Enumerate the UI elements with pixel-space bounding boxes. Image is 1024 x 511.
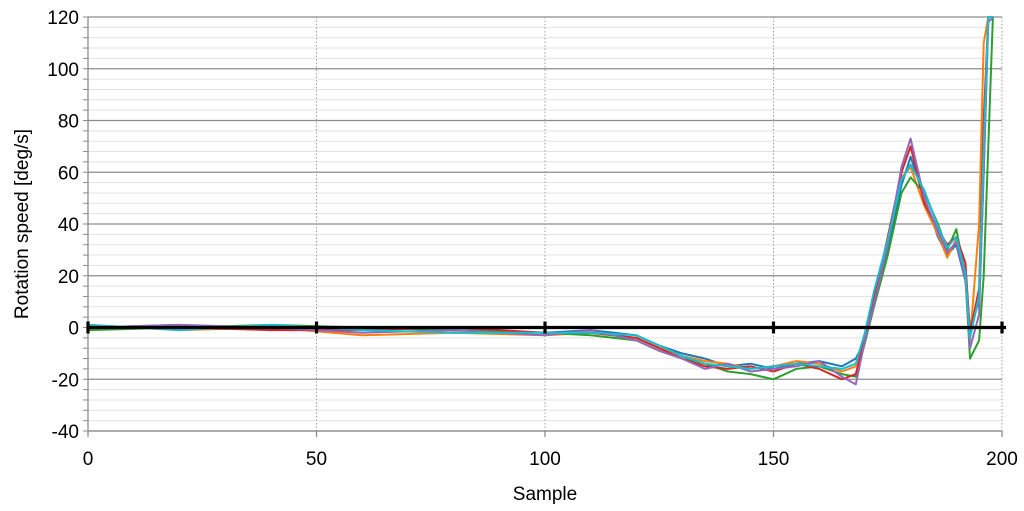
y-axis-title: Rotation speed [deg/s] bbox=[12, 129, 33, 319]
x-tick-label: 0 bbox=[83, 449, 94, 470]
axes bbox=[83, 16, 1006, 437]
y-tick-label: 80 bbox=[58, 112, 79, 133]
x-tick-label: 50 bbox=[306, 449, 327, 470]
series-line-6 bbox=[87, 16, 993, 370]
x-tick-label: 100 bbox=[529, 449, 561, 470]
x-axis-title: Sample bbox=[513, 484, 577, 505]
y-tick-label: 100 bbox=[47, 60, 79, 81]
grid bbox=[88, 16, 1003, 432]
y-tick-label: -20 bbox=[52, 370, 79, 391]
tick-labels: -40 -20 0 20 40 60 80 100 120 0 50 100 150 200 bbox=[47, 8, 1018, 470]
series-line-2 bbox=[87, 16, 993, 373]
y-tick-label: -40 bbox=[52, 422, 79, 443]
x-tick-label: 150 bbox=[758, 449, 790, 470]
y-tick-label: 40 bbox=[58, 215, 79, 236]
y-tick-label: 20 bbox=[58, 267, 79, 288]
y-tick-label: 60 bbox=[58, 163, 79, 184]
x-tick-label: 200 bbox=[986, 449, 1018, 470]
series-line-4 bbox=[88, 16, 993, 381]
series-line-3 bbox=[87, 16, 994, 381]
y-tick-label: 120 bbox=[47, 8, 79, 29]
y-tick-label: 0 bbox=[68, 319, 79, 340]
series-layer bbox=[87, 16, 994, 386]
